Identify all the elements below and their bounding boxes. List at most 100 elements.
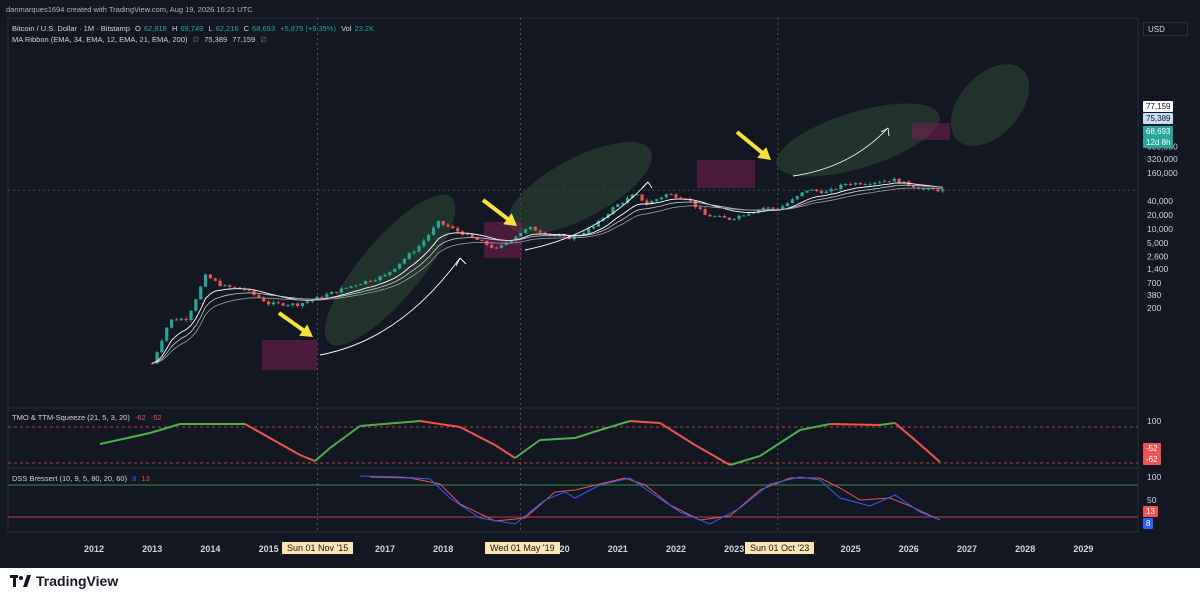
trend-arrow-head-1 [641, 181, 653, 189]
candle [315, 296, 319, 300]
candle [873, 182, 877, 185]
date-marker-2019: Wed 01 May '19 [485, 542, 560, 554]
time-axis-tick-3: 2015 [259, 544, 279, 554]
candle [373, 280, 377, 282]
tmo-value-2: -52 [150, 413, 162, 422]
candle [208, 274, 212, 279]
tmo-segment [299, 454, 316, 462]
ema-21-line [152, 184, 943, 364]
dss-tick-1: 50 [1147, 495, 1157, 505]
candle [829, 189, 833, 192]
low-label: L [208, 24, 213, 33]
dss-signal-line [369, 476, 941, 522]
currency-selector[interactable]: USD [1143, 22, 1188, 36]
last-price-badge: 68,693 [1143, 126, 1174, 137]
trend-arrow-1 [524, 181, 649, 251]
vol-label: Vol [341, 24, 352, 33]
candle [548, 234, 552, 236]
candle [431, 227, 436, 235]
candle [300, 303, 305, 307]
dss-value-2: 13 [141, 474, 150, 483]
price-axis-tick-6: 5,000 [1147, 238, 1169, 248]
candle [160, 340, 164, 353]
candle [349, 286, 353, 288]
dss-legend[interactable]: DSS Bressert (10, 9, 5, 80, 20, 60) 8 13 [12, 474, 153, 483]
tmo-segment [459, 426, 496, 446]
candle [708, 214, 712, 217]
tmo-title: TMO & TTM-Squeeze (21, 5, 3, 20) [12, 413, 130, 422]
candle [538, 230, 542, 233]
plot-border [7, 17, 1139, 533]
tmo-value-1: -62 [134, 413, 146, 422]
tmo-level-tick: 100 [1147, 416, 1161, 426]
candle [364, 281, 368, 285]
tmo-badge-2: -62 [1143, 454, 1161, 465]
candle [291, 303, 295, 306]
time-axis-tick-10: 2022 [666, 544, 686, 554]
candle [281, 303, 285, 306]
candle [446, 224, 450, 227]
ma-ribbon-legend[interactable]: MA Ribbon (EMA, 34, EMA, 12, EMA, 21, EM… [12, 35, 270, 44]
candle [203, 274, 208, 287]
candle [296, 303, 300, 307]
candle [199, 286, 203, 300]
candle [902, 181, 906, 184]
candle [494, 247, 499, 249]
candle [815, 189, 819, 191]
candle [679, 197, 683, 199]
yellow-arrow-icon-0 [277, 311, 313, 337]
tmo-legend[interactable]: TMO & TTM-Squeeze (21, 5, 3, 20) -62 -52 [12, 413, 165, 422]
tmo-segment [574, 429, 601, 439]
candle [936, 189, 940, 192]
accumulation-zone-2 [697, 160, 755, 188]
footer [0, 568, 1200, 600]
candle [189, 310, 193, 321]
candle [703, 209, 707, 215]
time-axis-tick-2: 2014 [200, 544, 220, 554]
candle [926, 188, 930, 190]
accumulation-zone-3 [912, 123, 950, 140]
high-label: H [171, 24, 178, 33]
candle [436, 221, 440, 228]
price-axis-tick-8: 1,400 [1147, 264, 1169, 274]
candle [824, 191, 828, 194]
candle [213, 278, 217, 281]
candle [742, 215, 746, 217]
tmo-segment [514, 439, 541, 459]
tmo-segment [759, 429, 801, 457]
candle [417, 246, 421, 252]
candle [465, 234, 470, 236]
tmo-segment [419, 420, 461, 428]
candle [441, 221, 445, 225]
dss-title: DSS Bressert (10, 9, 5, 80, 20, 60) [12, 474, 128, 483]
tmo-segment [359, 420, 421, 427]
candle [756, 209, 761, 213]
ema-12-line [152, 182, 943, 364]
candle [596, 220, 600, 227]
dss-main-line [359, 475, 941, 525]
candle [805, 190, 809, 193]
candle [611, 207, 615, 214]
tradingview-logo-icon [10, 575, 31, 587]
dss-tick-0: 100 [1147, 472, 1161, 482]
chart-frame[interactable]: 600,000320,000160,00040,00020,00010,0005… [0, 0, 1200, 568]
candle [402, 258, 406, 264]
price-axis-tick-10: 380 [1147, 290, 1161, 300]
chart-canvas[interactable]: 600,000320,000160,00040,00020,00010,0005… [0, 0, 1200, 568]
price-axis-tick-9: 700 [1147, 278, 1161, 288]
open-label: O [135, 24, 141, 33]
candle [528, 226, 533, 230]
time-axis-tick-14: 2026 [899, 544, 919, 554]
time-axis-tick-9: 2021 [608, 544, 628, 554]
candle [650, 201, 654, 205]
candle [533, 226, 537, 231]
candle [267, 301, 271, 305]
ema-upper-badge: 77,159 [1143, 101, 1174, 112]
price-axis-tick-4: 20,000 [1147, 210, 1173, 220]
candle [810, 189, 814, 191]
tmo-badge-1: -52 [1143, 443, 1161, 454]
tradingview-logo-text: TradingView [36, 573, 119, 589]
candle [882, 181, 887, 183]
tradingview-logo[interactable]: TradingView [10, 572, 118, 590]
